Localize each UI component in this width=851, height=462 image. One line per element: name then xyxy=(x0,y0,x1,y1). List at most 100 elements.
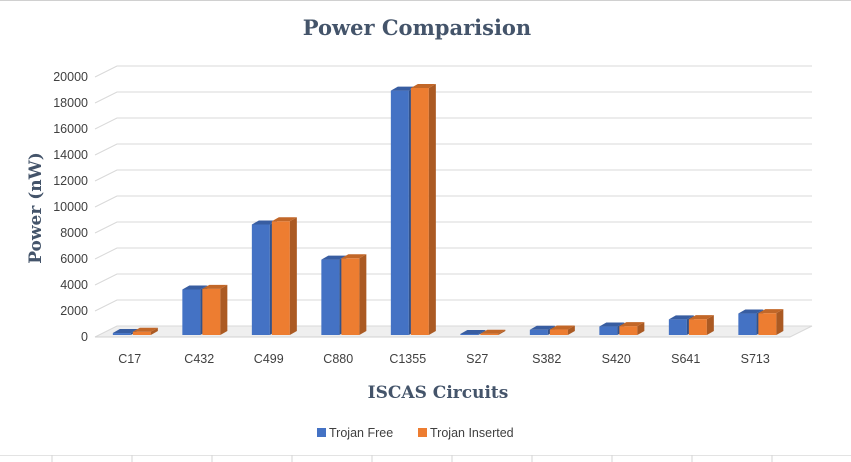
x-tick-label: S713 xyxy=(741,352,770,366)
y-tick-label: 16000 xyxy=(53,122,88,136)
x-tick-label: C432 xyxy=(184,352,214,366)
x-tick-label: C880 xyxy=(323,352,353,366)
bar-front xyxy=(321,259,340,335)
bar-top xyxy=(758,309,784,314)
bar[interactable] xyxy=(271,217,297,335)
bar-front xyxy=(202,288,221,335)
legend: Trojan Free Trojan Inserted xyxy=(317,426,514,440)
bar-top xyxy=(549,325,575,330)
bar-side xyxy=(478,329,486,335)
bar-side xyxy=(776,309,784,335)
bar-front xyxy=(341,258,360,335)
gridline xyxy=(94,117,812,130)
gridline xyxy=(94,143,812,156)
bar-top xyxy=(410,84,436,88)
bar[interactable] xyxy=(410,84,436,335)
bar-side xyxy=(706,315,714,335)
bar-top xyxy=(480,329,506,334)
bar-top xyxy=(271,217,297,222)
y-tick-label: 2000 xyxy=(60,304,88,318)
y-tick-label: 20000 xyxy=(53,70,88,84)
gridline xyxy=(94,195,812,208)
gridline xyxy=(94,221,812,234)
bar-side xyxy=(150,327,158,335)
chart-title: Power Comparision xyxy=(303,15,531,40)
legend-label-trojan-free: Trojan Free xyxy=(329,426,393,440)
bar-top xyxy=(390,86,416,91)
bar-front xyxy=(758,313,777,335)
bar-front xyxy=(480,333,499,335)
bar-front xyxy=(271,221,290,335)
bar-top xyxy=(251,220,277,225)
x-tick-label: S420 xyxy=(602,352,631,366)
bar[interactable] xyxy=(480,329,506,335)
bar-top xyxy=(202,284,228,289)
gridline xyxy=(94,299,812,312)
bar-top xyxy=(182,285,208,290)
bar-top xyxy=(132,327,158,332)
gridline xyxy=(94,169,812,182)
legend-item-trojan-inserted[interactable]: Trojan Inserted xyxy=(418,426,514,440)
x-axis-ticks: C17 C432 C499 C880 C1355 S27 S382 S420 S641 S713 xyxy=(118,352,770,366)
bar[interactable] xyxy=(549,325,575,335)
bar-front xyxy=(251,224,270,335)
bar[interactable] xyxy=(202,284,228,335)
x-tick-label: S382 xyxy=(532,352,561,366)
bar-top xyxy=(341,254,367,259)
bar-front xyxy=(688,319,707,335)
bar-front xyxy=(410,88,429,335)
bar-front xyxy=(549,329,568,335)
gridline xyxy=(94,247,812,260)
bar-top xyxy=(599,322,625,327)
gridline xyxy=(94,65,812,78)
bar-front xyxy=(390,90,409,335)
bar-front xyxy=(668,319,687,335)
bar-top xyxy=(529,325,555,330)
bottom-border-ticks xyxy=(0,455,851,462)
x-tick-label: C499 xyxy=(254,352,284,366)
bar[interactable] xyxy=(460,329,486,335)
y-tick-label: 6000 xyxy=(60,252,88,266)
bar-front xyxy=(599,326,618,335)
bar-top xyxy=(738,309,764,314)
bar-front xyxy=(132,331,151,335)
x-tick-label: S27 xyxy=(466,352,488,366)
bar-top xyxy=(112,329,138,334)
bar-side xyxy=(498,329,506,335)
bar-side xyxy=(359,254,367,335)
bar-top xyxy=(688,315,714,320)
bar-side xyxy=(289,217,297,335)
bar-top xyxy=(460,329,486,334)
bar-front xyxy=(112,333,131,335)
x-tick-label: S641 xyxy=(671,352,700,366)
bar-front xyxy=(460,333,479,335)
gridlines xyxy=(94,65,812,312)
y-tick-label: 0 xyxy=(81,330,88,344)
bar[interactable] xyxy=(132,327,158,335)
bar-front xyxy=(738,313,757,335)
y-tick-label: 8000 xyxy=(60,226,88,240)
x-tick-label: C1355 xyxy=(389,352,426,366)
bar-top xyxy=(321,255,347,260)
bar-front xyxy=(619,326,638,335)
bar-side xyxy=(428,84,436,335)
x-axis-title: ISCAS Circuits xyxy=(368,383,509,403)
bar[interactable] xyxy=(758,309,784,335)
legend-swatch-trojan-free xyxy=(317,428,326,437)
bar-front xyxy=(529,329,548,335)
y-tick-label: 14000 xyxy=(53,148,88,162)
bar[interactable] xyxy=(619,322,645,335)
bar[interactable] xyxy=(688,315,714,335)
y-axis-title: Power (nW) xyxy=(26,152,46,264)
y-tick-label: 4000 xyxy=(60,278,88,292)
legend-item-trojan-free[interactable]: Trojan Free xyxy=(317,426,393,440)
y-tick-label: 18000 xyxy=(53,96,88,110)
y-tick-label: 12000 xyxy=(53,174,88,188)
bars xyxy=(112,84,784,335)
legend-label-trojan-inserted: Trojan Inserted xyxy=(430,426,514,440)
legend-swatch-trojan-inserted xyxy=(418,428,427,437)
x-tick-label: C17 xyxy=(118,352,141,366)
bar[interactable] xyxy=(341,254,367,335)
bar-side xyxy=(637,322,645,335)
